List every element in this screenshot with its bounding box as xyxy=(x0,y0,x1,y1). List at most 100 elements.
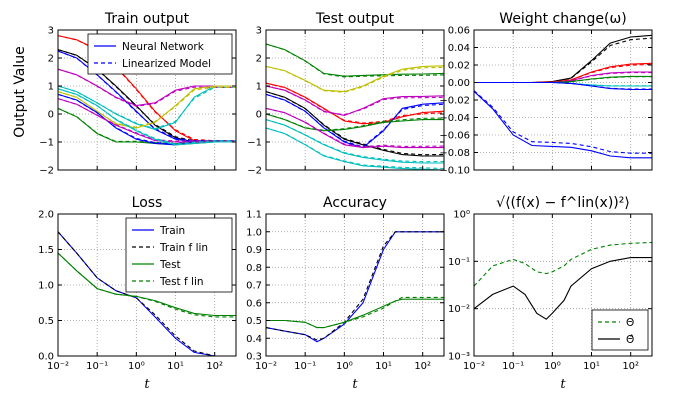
series-line-6-linearized xyxy=(265,93,445,148)
x-tick-label: 10¹ xyxy=(375,361,392,372)
plot-frame xyxy=(57,29,237,171)
y-tick-label: −0.02 xyxy=(439,96,470,107)
series-line-9-linearized xyxy=(265,107,445,148)
series-line-8-linearized xyxy=(57,93,237,145)
x-tick-label: 10² xyxy=(622,361,639,372)
y-tick-label: 10⁰ xyxy=(453,210,470,221)
x-axis-label: t xyxy=(144,377,150,392)
x-axis-label: t xyxy=(352,377,358,392)
series-line-10-linearized xyxy=(265,127,445,170)
series-line-1 xyxy=(474,34,653,84)
series-line-8-linearized xyxy=(265,119,445,163)
y-tick-label: 0.06 xyxy=(448,26,470,37)
x-tick-label: 10⁰ xyxy=(544,361,561,372)
legend-label: Θ xyxy=(626,317,634,329)
series-line-1-linearized xyxy=(474,37,653,84)
series-line-1-linearized xyxy=(57,35,237,142)
series-line-1-linearized xyxy=(265,43,445,78)
y-axis-label: Output Value xyxy=(12,46,28,138)
y-tick-label: 1 xyxy=(256,82,262,93)
x-tick-label: 10⁻² xyxy=(255,361,277,372)
series-line-4 xyxy=(266,296,444,329)
y-tick-label: 0 xyxy=(256,110,262,121)
series-line-3-linearized xyxy=(265,82,445,124)
legend-label: Neural Network xyxy=(122,41,205,53)
series-line-1 xyxy=(265,43,445,77)
y-tick-label: 10⁻² xyxy=(448,304,470,315)
series-line-9-linearized xyxy=(57,98,237,142)
legend: Neural Network Linearized Model xyxy=(87,33,233,75)
series-line-1 xyxy=(265,231,444,343)
y-tick-label: 0.9 xyxy=(246,245,262,256)
legend: Θ Θ̂ xyxy=(591,309,649,351)
series-line-7-linearized xyxy=(265,113,445,131)
legend-label: Test xyxy=(159,259,181,271)
x-tick-label: 10⁻¹ xyxy=(502,361,524,372)
series-line-5-linearized xyxy=(265,91,445,156)
y-tick-label: 3 xyxy=(256,26,262,37)
plot-frame xyxy=(473,213,653,357)
series-line-4-linearized xyxy=(265,85,445,116)
y-tick-label: −0.08 xyxy=(439,148,470,159)
series-line-2-linearized xyxy=(265,65,445,93)
x-axis-label: t xyxy=(560,377,566,392)
legend-label: Θ̂ xyxy=(626,334,634,346)
y-tick-label: 0.5 xyxy=(38,316,54,327)
x-tick-label: 10⁻¹ xyxy=(294,361,316,372)
y-tick-label: 10⁻¹ xyxy=(448,257,470,268)
y-tick-label: 0.00 xyxy=(448,78,470,89)
y-tick-label: 10⁻³ xyxy=(448,352,470,363)
series-line-3 xyxy=(57,252,236,317)
y-tick-label: −1 xyxy=(247,138,262,149)
y-tick-label: 0.04 xyxy=(448,43,470,54)
x-tick-label: 10² xyxy=(414,361,431,372)
y-tick-label: 0.5 xyxy=(246,316,262,327)
y-tick-label: −0.10 xyxy=(439,166,470,177)
series-line-10 xyxy=(265,127,445,171)
y-tick-label: 2.0 xyxy=(38,210,54,221)
legend: Train Train f lin Test Test f lin xyxy=(125,217,233,293)
series-line-4-linearized xyxy=(57,85,237,130)
y-tick-label: 0.7 xyxy=(246,281,262,292)
y-tick-label: 1.0 xyxy=(38,281,54,292)
y-tick-label: −0.04 xyxy=(439,113,470,124)
series-line-4 xyxy=(265,85,445,116)
plot-frame xyxy=(265,213,445,357)
y-tick-label: −2 xyxy=(39,166,54,177)
y-tick-label: −0.06 xyxy=(439,131,470,142)
legend-box xyxy=(591,309,649,351)
x-tick-label: 10² xyxy=(206,361,223,372)
panel-title: Test output xyxy=(315,11,395,27)
panel-title: Train output xyxy=(104,11,190,27)
panel-rmse: 10⁻² 10⁻¹ 10⁰ 10¹ 10²10⁻³10⁻²10⁻¹10⁰√⟨(f(x) … xyxy=(448,195,653,392)
series-line-10-linearized xyxy=(57,88,237,145)
x-tick-label: 10⁰ xyxy=(336,361,353,372)
y-tick-label: 2 xyxy=(48,54,54,65)
series-line-8 xyxy=(265,119,444,164)
x-tick-label: 10⁻¹ xyxy=(86,361,108,372)
legend-label: Train xyxy=(159,225,185,237)
legend-label: Linearized Model xyxy=(122,58,211,70)
series-line-2 xyxy=(473,257,652,320)
panel-accuracy: 10⁻² 10⁻¹ 10⁰ 10¹ 10² 0.3 0.4 0.5 0.6 0.7 0.8 0.9 1.… xyxy=(246,195,445,392)
panel-title: Loss xyxy=(132,195,163,211)
legend-box xyxy=(87,33,233,75)
y-tick-label: 2 xyxy=(256,54,262,65)
y-tick-label: 0 xyxy=(48,110,54,121)
y-tick-label: 1.5 xyxy=(38,245,54,256)
series-line-5-linearized xyxy=(57,68,237,107)
x-tick-label: 10¹ xyxy=(167,361,184,372)
series-line-2 xyxy=(265,231,444,341)
panel-title: Weight change(ω) xyxy=(499,11,626,27)
series-line-2 xyxy=(57,231,236,357)
panel-train-output: −2 −1 0 1 2 3 Train output Neural Network Linear… xyxy=(39,11,237,177)
y-tick-label: 0.6 xyxy=(246,298,262,309)
legend-label: Test f lin xyxy=(159,276,204,288)
plot-frame xyxy=(473,29,653,171)
series-line-3 xyxy=(474,71,652,84)
y-tick-label: 0.8 xyxy=(246,263,262,274)
series-line-3 xyxy=(266,298,444,329)
y-tick-label: 0.3 xyxy=(246,352,262,363)
y-tick-label: 3 xyxy=(48,26,54,37)
